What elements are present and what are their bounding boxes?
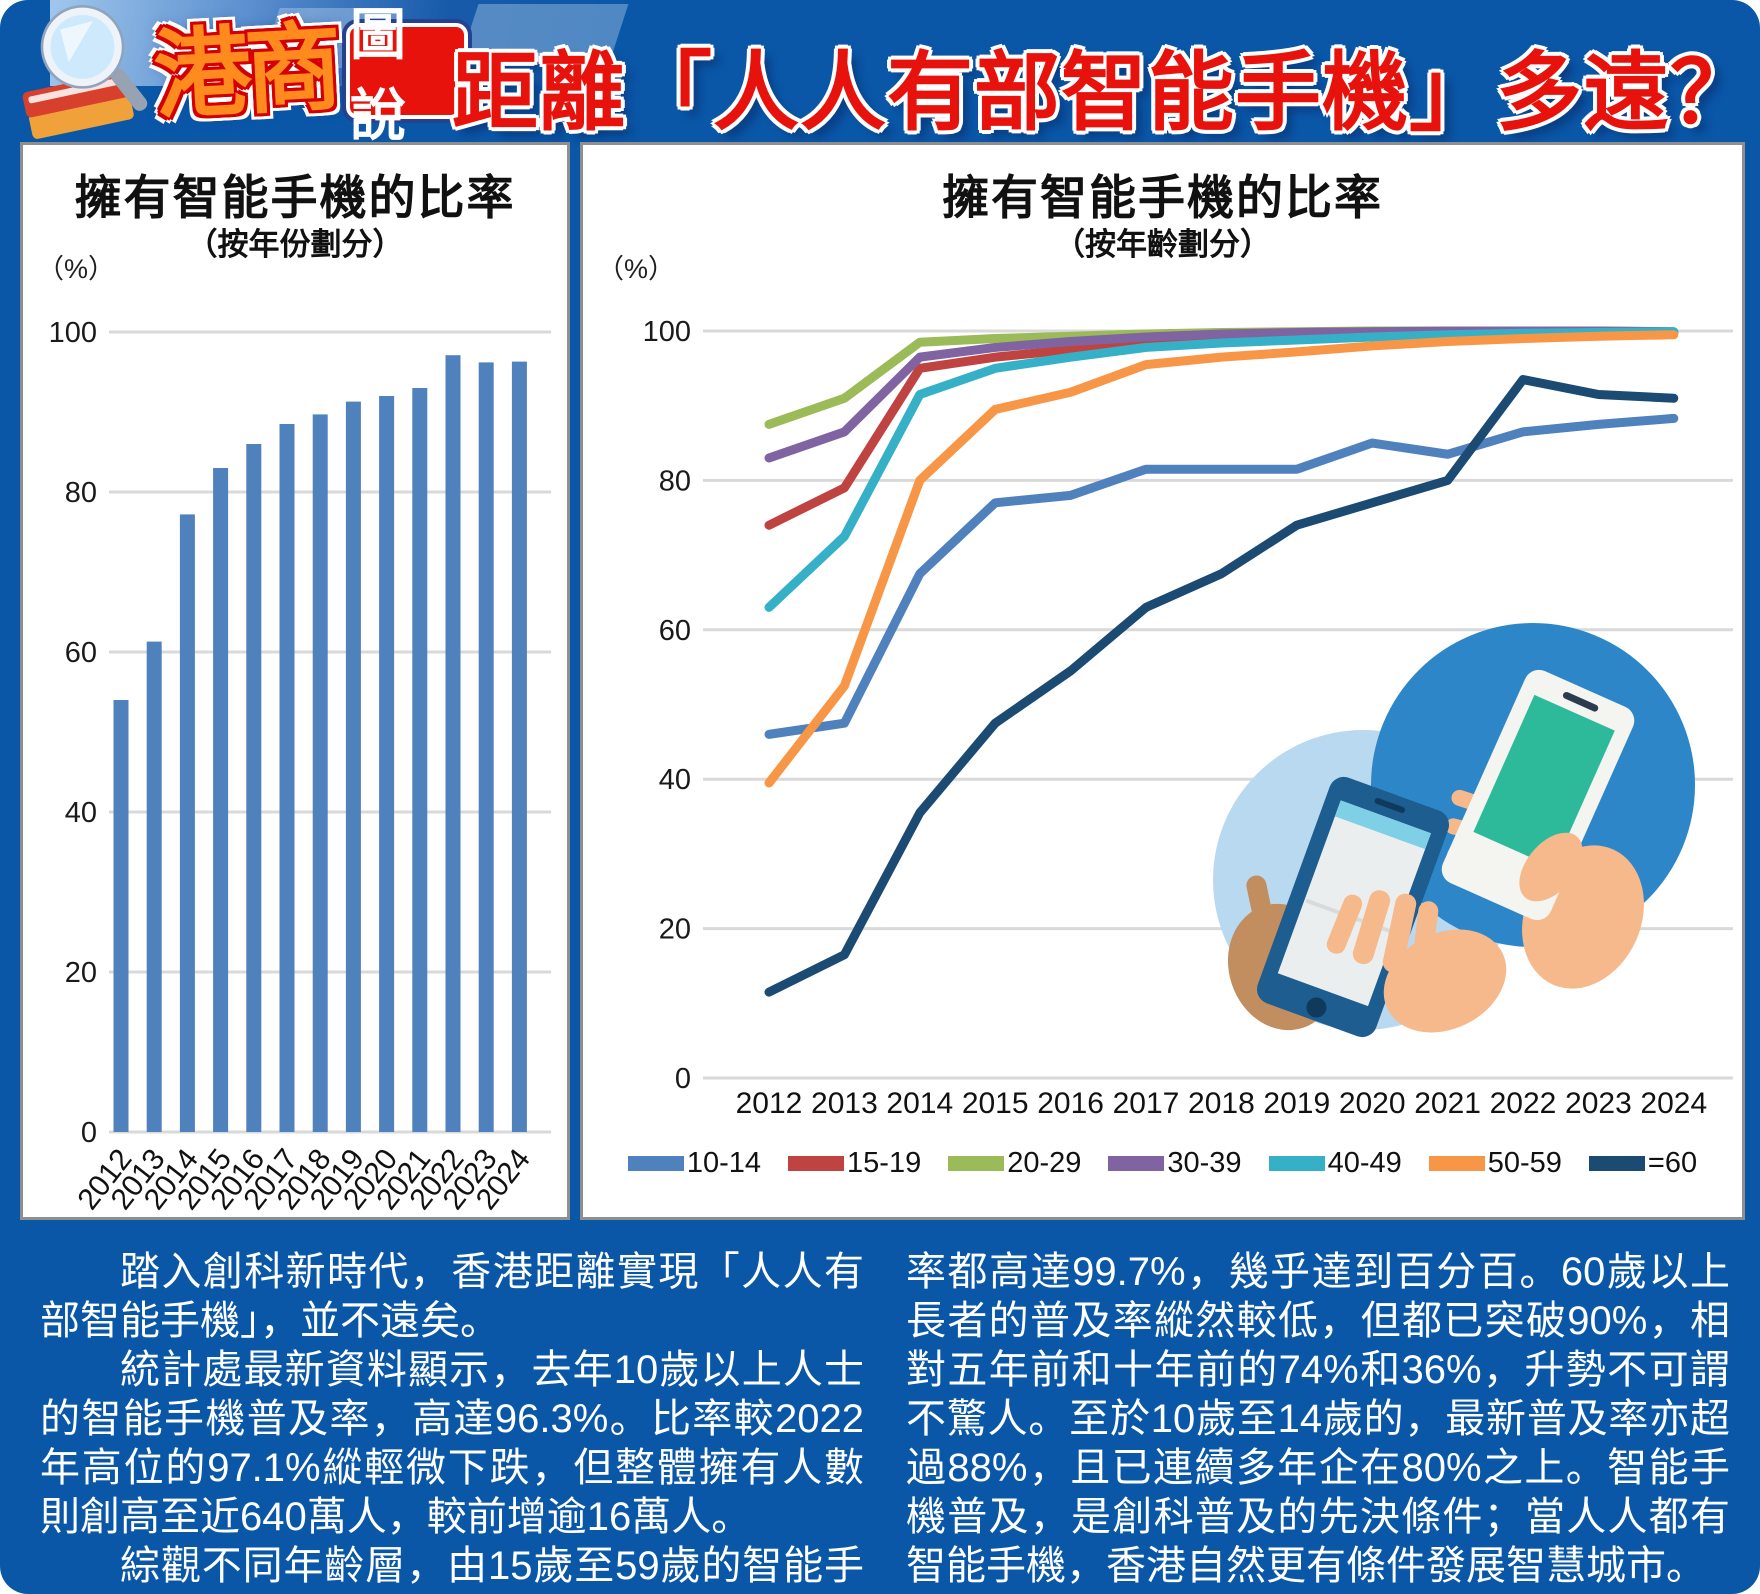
logo-sub-label: 圖說 bbox=[350, 3, 408, 147]
masthead: 港商 圖說 距離「人人有部智能手機」多遠？ bbox=[0, 0, 1760, 147]
legend-swatch bbox=[1108, 1156, 1165, 1171]
legend-item-20-29: 20-29 bbox=[948, 1147, 1081, 1180]
logo-text-main: 港商 bbox=[151, 11, 339, 131]
legend-item-15-19: 15-19 bbox=[788, 1147, 921, 1180]
brand-logo: 港商 圖說 bbox=[16, 2, 468, 147]
bar-2023 bbox=[478, 362, 494, 1132]
bar-2015 bbox=[213, 468, 229, 1132]
bar-chart-panel: 擁有智能手機的比率 （按年份劃分） （%） 0 20 40 60 80 100 2012 20… bbox=[20, 142, 570, 1220]
article-left-column: 踏入創科新時代，香港距離實現「人人有部智能手機」，並不遠矣。 統計處最新資料顯示… bbox=[40, 1248, 864, 1594]
bar-chart-unit-label: （%） bbox=[37, 254, 116, 284]
series-=60 bbox=[764, 375, 1679, 997]
x-label-2024: 2024 bbox=[1640, 1087, 1707, 1120]
bar-2013 bbox=[146, 641, 162, 1132]
legend-swatch bbox=[627, 1156, 684, 1171]
bar-2014 bbox=[179, 514, 195, 1132]
x-label-2021: 2021 bbox=[1414, 1087, 1481, 1120]
page-title: 距離「人人有部智能手機」多遠？ bbox=[452, 45, 1757, 141]
x-label-2012: 2012 bbox=[736, 1087, 803, 1120]
legend-swatch bbox=[1428, 1156, 1485, 1171]
bar-2012 bbox=[113, 700, 129, 1132]
bar-chart: 0204060801002012201320142015201620172018… bbox=[49, 317, 551, 1216]
series-50-59 bbox=[764, 330, 1679, 788]
line-chart-legend: 10-14 15-19 20-29 30-39 40-49 50-59 =60 bbox=[583, 1147, 1742, 1180]
y-tick-20: 20 bbox=[659, 914, 691, 946]
line-chart-unit-label: （%） bbox=[597, 254, 676, 284]
article-text: 踏入創科新時代，香港距離實現「人人有部智能手機」，並不遠矣。 統計處最新資料顯示… bbox=[0, 1236, 1760, 1594]
y-tick-100: 100 bbox=[643, 316, 691, 348]
legend-item-10-14: 10-14 bbox=[627, 1147, 762, 1180]
legend-label: =60 bbox=[1647, 1147, 1698, 1179]
y-tick-0: 0 bbox=[81, 1117, 97, 1149]
legend-label: 50-59 bbox=[1487, 1147, 1562, 1179]
logo-text-sub: 圖說 bbox=[346, 3, 468, 147]
bar-2016 bbox=[246, 444, 262, 1132]
bar-2017 bbox=[279, 424, 295, 1132]
white-phone bbox=[1441, 669, 1635, 921]
legend-item-=60: =60 bbox=[1588, 1147, 1698, 1180]
bar-2021 bbox=[412, 388, 428, 1132]
legend-label: 30-39 bbox=[1167, 1147, 1242, 1179]
y-tick-0: 0 bbox=[675, 1063, 691, 1095]
legend-label: 40-49 bbox=[1327, 1147, 1402, 1179]
line-chart-series bbox=[764, 326, 1679, 997]
tapping-hand bbox=[1326, 890, 1507, 1033]
line-chart-panel: 擁有智能手機的比率 （按年齡劃分） （%） 0 20 40 60 80 100 2012 20… bbox=[580, 142, 1745, 1220]
x-label-2015: 2015 bbox=[962, 1087, 1029, 1120]
x-label-2022: 2022 bbox=[1490, 1087, 1557, 1120]
legend-label: 20-29 bbox=[1007, 1147, 1082, 1179]
legend-label: 15-19 bbox=[847, 1147, 922, 1179]
bar-chart-subtitle: （按年份劃分） bbox=[186, 227, 404, 262]
y-tick-40: 40 bbox=[659, 764, 691, 796]
y-tick-100: 100 bbox=[49, 317, 97, 349]
y-tick-40: 40 bbox=[65, 797, 97, 829]
bar-chart-plot: 0204060801002012201320142015201620172018… bbox=[49, 317, 551, 1216]
legend-item-40-49: 40-49 bbox=[1268, 1147, 1402, 1180]
bar-2022 bbox=[445, 355, 461, 1132]
legend-label: 10-14 bbox=[686, 1147, 762, 1179]
x-label-2018: 2018 bbox=[1188, 1087, 1255, 1120]
thumb bbox=[1519, 832, 1583, 902]
bar-2020 bbox=[379, 396, 395, 1132]
legend-swatch bbox=[948, 1156, 1005, 1171]
y-tick-60: 60 bbox=[659, 615, 691, 647]
legend-item-50-59: 50-59 bbox=[1428, 1147, 1562, 1180]
x-label-2013: 2013 bbox=[811, 1087, 878, 1120]
y-tick-20: 20 bbox=[65, 957, 97, 989]
bar-2019 bbox=[345, 401, 361, 1133]
line-chart-subtitle: （按年齡劃分） bbox=[1054, 227, 1271, 262]
line-chart: 0 20 40 60 80 100 2012 2013 2014 2015 2016 2017 2018… bbox=[643, 316, 1733, 1120]
y-tick-80: 80 bbox=[65, 477, 97, 509]
paragraph: 率都高達99.7%，幾乎達到百分百。60歲以上長者的普及率縱然較低，但都已突破9… bbox=[906, 1250, 1730, 1588]
x-label-2014: 2014 bbox=[886, 1087, 953, 1120]
phones-illustration bbox=[1213, 623, 1695, 1038]
y-tick-80: 80 bbox=[659, 465, 691, 497]
paragraph: 踏入創科新時代，香港距離實現「人人有部智能手機」，並不遠矣。 bbox=[40, 1250, 864, 1343]
x-label-2016: 2016 bbox=[1037, 1087, 1104, 1120]
legend-swatch bbox=[788, 1156, 845, 1171]
line-chart-title: 擁有智能手機的比率 bbox=[942, 171, 1383, 224]
article-right-column: 率都高達99.7%，幾乎達到百分百。60歲以上長者的普及率縱然較低，但都已突破9… bbox=[906, 1248, 1730, 1594]
paragraph: 統計處最新資料顯示，去年10歲以上人士的智能手機普及率，高達96.3%。比率較2… bbox=[40, 1348, 864, 1539]
x-label-2023: 2023 bbox=[1565, 1087, 1632, 1120]
y-tick-60: 60 bbox=[65, 637, 97, 669]
series-40-49 bbox=[764, 327, 1679, 612]
legend-item-30-39: 30-39 bbox=[1108, 1147, 1242, 1180]
x-label-2019: 2019 bbox=[1263, 1087, 1330, 1120]
paragraph: 綜觀不同年齡層，由15歲至59歲的智能手機普及 bbox=[40, 1544, 864, 1594]
bar-2024 bbox=[511, 361, 527, 1133]
magnifier-books-icon bbox=[22, 5, 148, 139]
x-label-2017: 2017 bbox=[1113, 1087, 1180, 1120]
bar-2018 bbox=[312, 414, 328, 1132]
series-10-14 bbox=[764, 413, 1679, 739]
legend-swatch bbox=[1268, 1156, 1325, 1171]
legend-swatch bbox=[1588, 1156, 1645, 1171]
bar-chart-title: 擁有智能手機的比率 bbox=[74, 171, 516, 224]
x-label-2020: 2020 bbox=[1339, 1087, 1406, 1120]
magnifier-glass bbox=[40, 5, 148, 111]
